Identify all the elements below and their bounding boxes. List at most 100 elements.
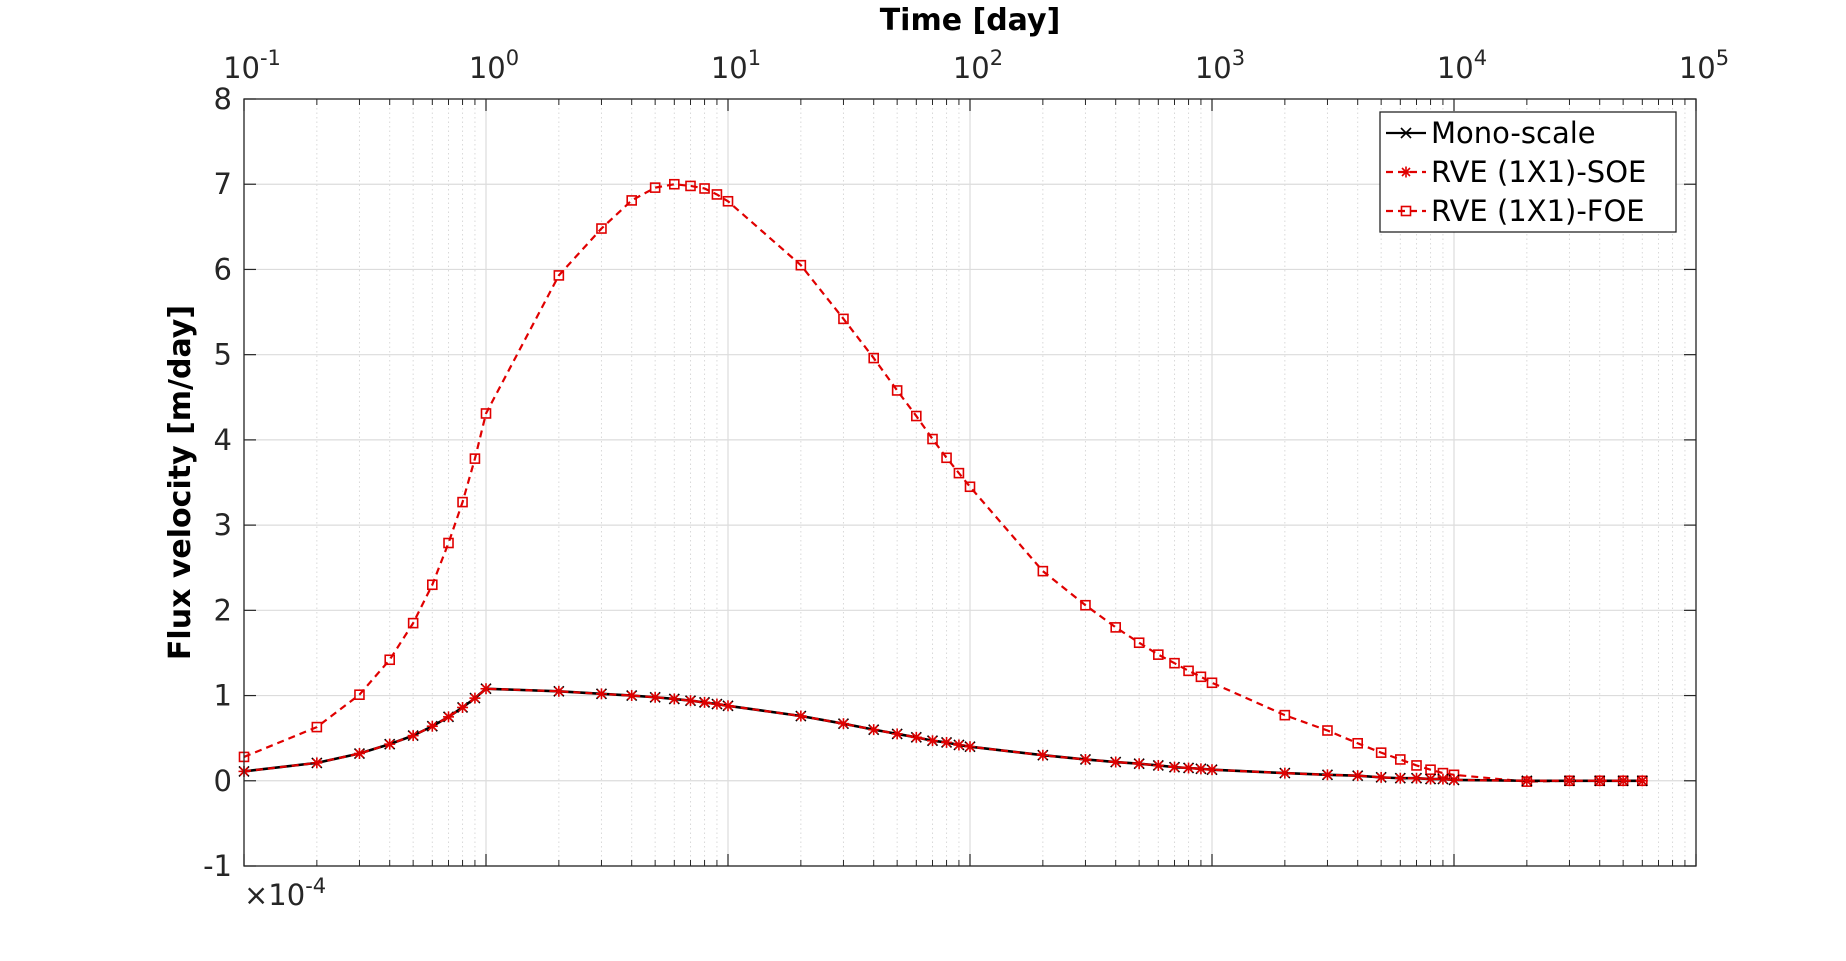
star-marker: [1152, 759, 1164, 771]
star-marker-stroke: [596, 689, 607, 699]
square-marker: [311, 721, 323, 733]
square-marker: [469, 453, 481, 464]
star-marker: [941, 736, 953, 748]
star-marker: [1617, 775, 1629, 787]
star-marker: [722, 700, 734, 712]
star-marker: [407, 730, 419, 742]
star-marker: [795, 710, 807, 722]
y-multiplier-base: ×10: [244, 878, 305, 912]
x-tick-exponent: 1: [748, 46, 761, 70]
star-marker-stroke: [385, 739, 395, 749]
y-tick-label: 7: [214, 167, 232, 201]
square-marker: [1195, 671, 1207, 683]
legend-label: Mono-scale: [1431, 116, 1596, 150]
x-tick-labels: 10-1 100 101 102 103 104 105: [223, 46, 1729, 85]
y-tick-label: 8: [214, 82, 232, 116]
star-marker: [1425, 773, 1437, 785]
star-marker: [699, 696, 711, 708]
star-marker: [480, 683, 492, 695]
square-marker: [1183, 665, 1194, 677]
star-marker: [1400, 166, 1412, 178]
star-marker-stroke: [1401, 167, 1411, 177]
square-marker: [669, 178, 680, 190]
star-marker: [685, 695, 697, 707]
square-marker: [953, 467, 965, 479]
x-tick-base: 10: [953, 51, 990, 85]
star-marker: [469, 692, 481, 704]
x-marker-stroke: [1400, 127, 1412, 139]
square-marker: [1395, 754, 1406, 765]
y-tick-label: -1: [203, 849, 232, 883]
star-marker-stroke: [1196, 764, 1206, 774]
star-marker-stroke: [1438, 774, 1448, 784]
square-marker: [711, 189, 723, 200]
star-marker-stroke: [712, 699, 722, 709]
square-marker: [838, 313, 849, 325]
star-marker: [626, 690, 638, 702]
x-tick-base: 10: [1195, 51, 1232, 85]
star-marker: [1563, 775, 1575, 787]
star-marker: [668, 693, 680, 705]
star-marker-stroke: [627, 690, 637, 701]
y-tick-label: 2: [214, 593, 232, 627]
square-marker: [1153, 649, 1164, 660]
star-marker-stroke: [1207, 765, 1217, 775]
star-marker-stroke: [312, 758, 322, 768]
star-marker: [868, 724, 880, 736]
star-marker: [1079, 753, 1091, 765]
star-marker-stroke: [911, 732, 921, 742]
square-marker: [457, 496, 468, 508]
star-marker: [443, 711, 455, 723]
star-marker-stroke: [1376, 772, 1386, 782]
ticks-layer: [243, 98, 1697, 867]
square-marker: [1322, 725, 1333, 736]
square-marker: [927, 433, 938, 445]
star-marker-stroke: [457, 702, 468, 713]
x-tick-exponent: 2: [990, 46, 1003, 70]
square-marker: [1400, 205, 1412, 217]
star-marker: [1037, 749, 1049, 761]
x-tick-label: 105: [1679, 46, 1729, 85]
square-marker: [699, 183, 710, 194]
star-marker-stroke: [892, 729, 902, 739]
y-tick-label: 3: [214, 508, 232, 542]
star-marker: [1411, 772, 1423, 784]
star-marker-stroke: [427, 721, 437, 731]
star-marker: [953, 739, 965, 751]
star-marker: [1636, 775, 1648, 787]
series-line: [243, 183, 1643, 783]
star-marker-stroke: [1449, 775, 1459, 785]
star-marker: [891, 728, 903, 740]
star-marker-stroke: [443, 712, 454, 722]
star-marker-stroke: [965, 742, 975, 752]
star-marker-stroke: [1425, 774, 1436, 784]
x-tick-base: 10: [223, 51, 260, 85]
star-marker-stroke: [1134, 759, 1144, 769]
star-marker-stroke: [408, 731, 418, 741]
star-marker: [1206, 764, 1218, 776]
x-tick-exponent: 4: [1474, 46, 1487, 70]
square-marker: [911, 410, 922, 422]
star-marker-stroke: [1322, 770, 1333, 780]
square-marker: [649, 182, 661, 193]
square-marker: [868, 352, 879, 364]
square-marker: [626, 195, 637, 206]
y-tick-label: 4: [214, 423, 232, 457]
x-tick-label: 102: [953, 46, 1003, 85]
star-marker-stroke: [954, 740, 964, 750]
star-marker: [1594, 775, 1606, 787]
star-marker-stroke: [869, 725, 879, 735]
square-marker: [1352, 737, 1363, 749]
star-marker: [927, 735, 939, 747]
star-marker: [553, 685, 565, 697]
star-marker-stroke: [838, 719, 849, 729]
y-tick-label: 0: [214, 764, 232, 798]
star-marker: [457, 701, 469, 713]
square-marker: [1375, 747, 1387, 758]
star-marker-stroke: [927, 736, 938, 746]
y-tick-label: 1: [214, 679, 232, 713]
square-marker: [384, 654, 395, 666]
star-marker: [910, 731, 922, 743]
x-tick-label: 103: [1195, 46, 1245, 85]
square-marker: [427, 579, 438, 591]
